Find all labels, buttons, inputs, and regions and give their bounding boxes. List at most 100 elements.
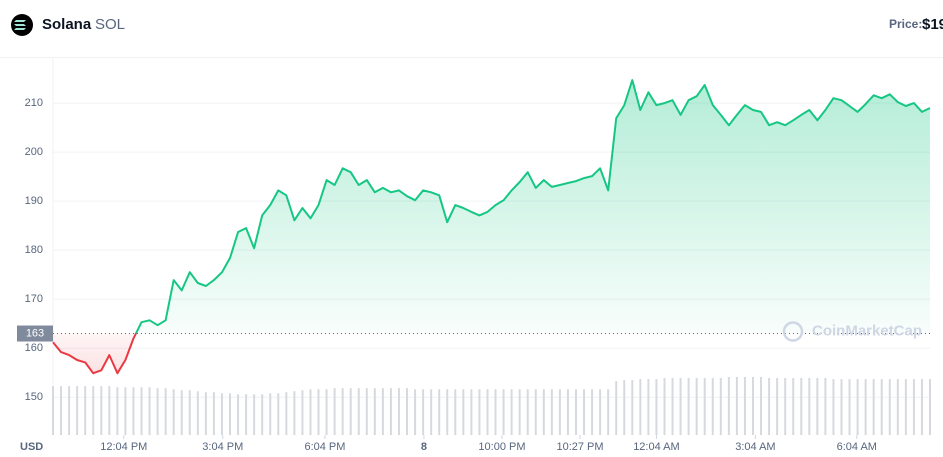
y-tick-label: 190 xyxy=(25,195,43,207)
watermark: CoinMarketCap xyxy=(812,322,922,339)
volume-bar xyxy=(397,388,400,435)
x-tick-label: 12:04 PM xyxy=(100,441,147,453)
volume-bar xyxy=(196,391,199,435)
volume-bar xyxy=(607,389,610,435)
volume-bar xyxy=(261,394,264,435)
volume-bar xyxy=(333,388,336,435)
volume-bar xyxy=(808,378,811,435)
volume-bar xyxy=(381,388,384,435)
volume-bar xyxy=(180,390,183,435)
x-tick-label: 6:04 PM xyxy=(304,441,345,453)
volume-bar xyxy=(389,388,392,435)
volume-bar xyxy=(277,393,280,435)
volume-bar xyxy=(840,379,843,435)
volume-bar xyxy=(68,386,71,435)
plot: 150 160 170 180 190 200 210 163 CoinMarketCap 12:… xyxy=(17,58,931,453)
volume-bar xyxy=(566,389,569,435)
volume-bar xyxy=(599,389,602,435)
volume-bar xyxy=(60,386,63,435)
volume-bar xyxy=(164,388,167,435)
volume-bar xyxy=(301,390,304,435)
volume-bar xyxy=(478,389,481,435)
volume-bar xyxy=(229,393,232,435)
volume-bar xyxy=(687,378,690,435)
volume-bar xyxy=(446,389,449,435)
volume-bar xyxy=(558,389,561,435)
volume-bar xyxy=(341,388,344,435)
watermark-logo xyxy=(782,321,804,342)
volume-bar xyxy=(172,389,175,435)
volume-bar xyxy=(784,378,787,435)
volume-bar xyxy=(526,389,529,435)
volume-bar xyxy=(848,379,851,435)
volume-bar xyxy=(237,394,240,435)
volume-bar xyxy=(574,389,577,435)
volume-bar xyxy=(760,377,763,435)
volume-bar xyxy=(816,378,819,435)
reference-badge xyxy=(17,325,53,342)
volume-bar xyxy=(357,388,360,435)
volume-bar xyxy=(856,379,859,435)
volume-bar xyxy=(615,381,618,435)
volume-bar xyxy=(486,389,489,435)
volume-bar xyxy=(800,378,803,435)
x-tick-label: 10:00 PM xyxy=(478,441,525,453)
x-tick-label: 6:04 AM xyxy=(837,441,877,453)
volume-bar xyxy=(550,389,553,435)
volume-bar xyxy=(204,392,207,435)
volume-bar xyxy=(76,386,79,435)
y-tick-label: 150 xyxy=(25,391,43,403)
volume-bar xyxy=(430,389,433,435)
volume-bar xyxy=(832,379,835,435)
x-tick-label: 3:04 AM xyxy=(735,441,775,453)
x-tick-label: 12:04 AM xyxy=(633,441,679,453)
volume-bar xyxy=(454,389,457,435)
volume-bar xyxy=(365,388,368,435)
y-tick-label: 200 xyxy=(25,146,43,158)
price-value: $19 xyxy=(922,16,943,33)
coin-name: Solana xyxy=(42,16,92,33)
volume-bar xyxy=(52,386,54,435)
volume-bar xyxy=(768,378,771,435)
volume-bar xyxy=(872,379,875,435)
volume-bar xyxy=(824,378,827,435)
volume-bar xyxy=(743,377,746,435)
volume-bar xyxy=(140,387,143,435)
volume-bar xyxy=(920,379,923,435)
reference-label: 163 xyxy=(26,327,44,339)
volume-bar xyxy=(711,378,714,435)
volume-bar xyxy=(414,389,417,435)
volume-bar xyxy=(84,386,87,435)
y-tick-label: 170 xyxy=(25,293,43,305)
volume-bar xyxy=(671,378,674,435)
volume-bar xyxy=(639,379,642,435)
volume-bar xyxy=(727,377,730,435)
volume-bar xyxy=(663,378,666,435)
x-tick-label: 10:27 PM xyxy=(556,441,603,453)
volume-bar xyxy=(373,388,376,435)
volume-bar xyxy=(896,379,899,435)
volume-bar xyxy=(100,386,103,435)
volume-bar xyxy=(719,378,722,435)
volume-bar xyxy=(631,380,634,435)
x-tick-label: 3:04 PM xyxy=(202,441,243,453)
volume-bar xyxy=(494,389,497,435)
volume-bar xyxy=(534,389,537,435)
volume-bar xyxy=(864,379,867,435)
volume-bar xyxy=(695,378,698,435)
volume-bar xyxy=(406,388,409,435)
volume-bar xyxy=(325,389,328,435)
volume-bar xyxy=(470,389,473,435)
y-tick-label: 160 xyxy=(25,342,43,354)
volume-bar xyxy=(349,388,352,435)
volume-bar xyxy=(623,380,626,435)
volume-bar xyxy=(679,378,682,435)
coin-symbol: SOL xyxy=(95,16,125,33)
volume-bar xyxy=(703,378,706,435)
volume-bar xyxy=(124,387,127,435)
volume-bar xyxy=(776,378,779,435)
volume-bar xyxy=(502,389,505,435)
volume-bar xyxy=(904,379,907,435)
volume-bar xyxy=(116,387,119,435)
volume-bar xyxy=(591,389,594,435)
